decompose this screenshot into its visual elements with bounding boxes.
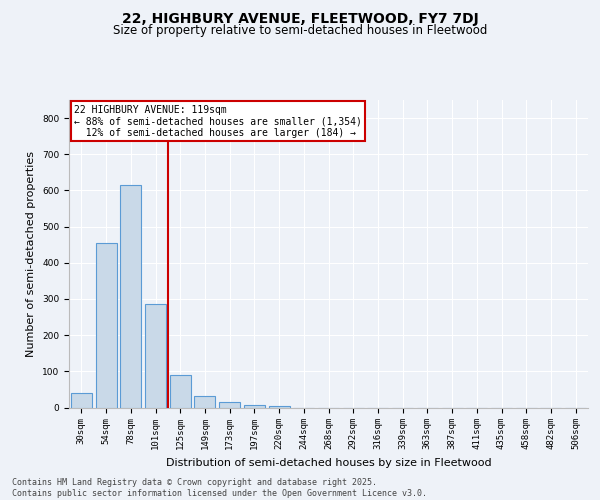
Bar (244, 404, 265, 407)
Text: 22, HIGHBURY AVENUE, FLEETWOOD, FY7 7DJ: 22, HIGHBURY AVENUE, FLEETWOOD, FY7 7DJ (122, 12, 478, 26)
Bar (219, 402, 240, 407)
Y-axis label: Number of semi-detached properties: Number of semi-detached properties (26, 151, 37, 357)
Bar (269, 406, 290, 407)
Bar (170, 375, 191, 408)
Bar (145, 304, 166, 408)
Text: Contains HM Land Registry data © Crown copyright and database right 2025.
Contai: Contains HM Land Registry data © Crown c… (12, 478, 427, 498)
Bar (71, 393, 92, 407)
X-axis label: Distribution of semi-detached houses by size in Fleetwood: Distribution of semi-detached houses by … (166, 458, 491, 468)
Bar (120, 185, 141, 408)
Text: 22 HIGHBURY AVENUE: 119sqm
← 88% of semi-detached houses are smaller (1,354)
  1: 22 HIGHBURY AVENUE: 119sqm ← 88% of semi… (74, 104, 362, 138)
Bar (95, 243, 116, 408)
Text: Size of property relative to semi-detached houses in Fleetwood: Size of property relative to semi-detach… (113, 24, 487, 37)
Bar (194, 396, 215, 407)
